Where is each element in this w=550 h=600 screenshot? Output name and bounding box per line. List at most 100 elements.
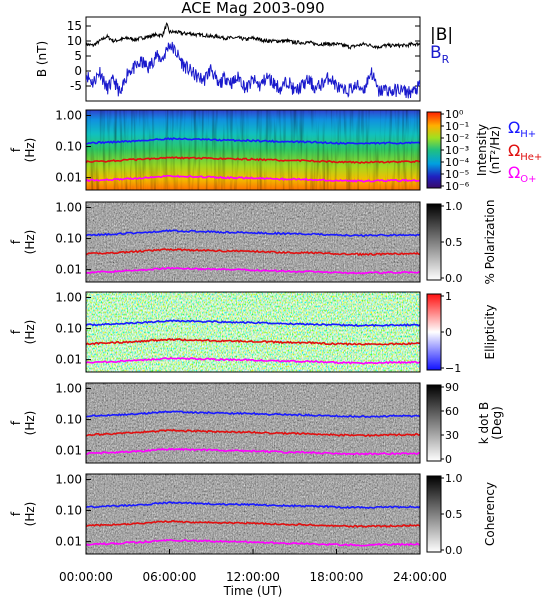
colorbar-coherency — [426, 475, 442, 553]
colorbar-kdotb — [426, 384, 442, 462]
legend-he-plus: ΩHe+ — [508, 141, 542, 163]
colorbar-title: Intensity(nT²/Hz) — [475, 124, 502, 176]
freq-tick-label: 0.01 — [55, 171, 82, 185]
freq-axis-label: f(Hz) — [9, 320, 37, 345]
panel-coherency: 1.00 0.10 0.01 f(Hz) 1.0 0.5 0.0 Coherency — [9, 472, 497, 557]
panel-frame — [85, 201, 421, 283]
legend-o-plus: ΩO+ — [508, 163, 536, 185]
time-axis: 00:00:00 06:00:00 12:00:00 18:00:00 24:00:00 — [59, 549, 447, 584]
colorbar-tick-label: 10⁻¹ — [445, 120, 469, 133]
colorbar-tick-label: 10⁻⁴ — [445, 156, 470, 169]
gyro-line-h-plus — [86, 501, 420, 510]
freq-tick-label: 0.01 — [55, 353, 82, 367]
freq-axis-label: f(Hz) — [9, 502, 37, 527]
freq-tick-label: 0.10 — [55, 140, 82, 154]
colorbar-tick-label: 0.5 — [445, 508, 463, 521]
freq-tick-label: 0.01 — [55, 444, 82, 458]
time-tick-label: 06:00:00 — [143, 570, 197, 584]
colorbar-tick-label: 0 — [445, 453, 452, 466]
colorbar-title: k dot B(Deg) — [477, 402, 504, 444]
freq-axis-label: f(Hz) — [9, 138, 37, 163]
gyro-line-o-plus — [86, 447, 420, 456]
colorbar-tick-label: −1 — [445, 362, 461, 375]
freq-tick-label: 1.00 — [55, 108, 82, 122]
panel-ellipticity: 1.00 0.10 0.01 f(Hz) 1 0 −1 Ellipticity — [9, 290, 497, 375]
field-tick-label: -5 — [70, 79, 82, 93]
colorbar-intensity — [426, 111, 442, 189]
colorbar-tick-label: 10⁰ — [445, 108, 464, 121]
legend-total-field: |B| — [430, 25, 453, 45]
time-tick-label: 00:00:00 — [59, 570, 113, 584]
time-axis-label: Time (UT) — [223, 584, 283, 598]
colorbar-tick-label: 90 — [445, 381, 459, 394]
panel-polarization: 1.00 0.10 0.01 f(Hz) 1.0 0.5 0.0 % Polarization — [9, 200, 497, 285]
colorbar-tick-label: 10⁻⁶ — [445, 180, 470, 193]
field-axis-label: B (nT) — [35, 41, 49, 77]
gyro-line-he-plus — [86, 519, 420, 528]
freq-tick-label: 0.10 — [55, 322, 82, 336]
field-tick-label: 15 — [67, 19, 82, 33]
colorbar-tick-label: 60 — [445, 405, 459, 418]
freq-tick-label: 0.01 — [55, 535, 82, 549]
gyro-line-o-plus — [86, 266, 420, 275]
panel-frame — [85, 382, 421, 464]
colorbar-tick-label: 0.0 — [445, 272, 463, 285]
gyro-line-h-plus — [86, 137, 420, 145]
colorbar-title: Ellipticity — [483, 305, 497, 360]
gyro-line-he-plus — [86, 337, 420, 347]
time-tick-label: 18:00:00 — [310, 570, 364, 584]
legend-h-plus: ΩH+ — [508, 118, 536, 140]
panel-kdotb: 1.00 0.10 0.01 f(Hz) 90 60 30 0 k dot B(Deg) — [9, 381, 504, 466]
freq-tick-label: 1.00 — [55, 381, 82, 395]
panel-frame — [85, 291, 421, 373]
freq-tick-label: 1.00 — [55, 472, 82, 486]
colorbar-tick-label: 10⁻³ — [445, 144, 469, 157]
time-tick-label: 24:00:00 — [393, 570, 447, 584]
colorbar-title: % Polarization — [483, 200, 497, 285]
freq-tick-label: 0.10 — [55, 232, 82, 246]
colorbar-tick-label: 0.5 — [445, 236, 463, 249]
colorbar-tick-label: 0 — [445, 326, 452, 339]
freq-axis-label: f(Hz) — [9, 411, 37, 436]
gyrofrequency-legend: ΩH+ ΩHe+ ΩO+ — [508, 118, 542, 185]
gyro-line-o-plus — [86, 356, 420, 365]
colorbar-tick-label: 10⁻⁵ — [445, 168, 469, 181]
panel-intensity: 1.00 0.10 0.01 f(Hz) 10⁰10⁻¹10⁻²10⁻³10⁻⁴10⁻⁵… — [9, 108, 502, 193]
field-tick-label: 5 — [74, 49, 82, 63]
spectrogram-polarization — [86, 202, 420, 282]
colorbar-tick-label: 0.0 — [445, 544, 463, 557]
panel-frame — [85, 109, 421, 191]
gyro-line-h-plus — [86, 410, 420, 419]
gyro-line-he-plus — [86, 248, 420, 257]
figure-title: ACE Mag 2003-090 — [181, 0, 324, 17]
gyro-line-o-plus — [86, 538, 420, 547]
radial-field-line — [86, 41, 420, 99]
spectrogram-coherency — [86, 474, 420, 554]
colorbar-ellipticity — [426, 293, 442, 371]
total-field-line — [86, 22, 420, 50]
gyro-line-h-plus — [86, 319, 420, 328]
colorbar-tick-label: 10⁻² — [445, 132, 469, 145]
time-tick-label: 12:00:00 — [226, 570, 280, 584]
colorbar-polarization — [426, 203, 442, 281]
freq-tick-label: 0.10 — [55, 413, 82, 427]
field-tick-label: 0 — [74, 64, 82, 78]
colorbar-tick-label: 30 — [445, 429, 459, 442]
freq-tick-label: 1.00 — [55, 200, 82, 214]
gyro-line-he-plus — [86, 156, 420, 164]
colorbar-tick-label: 1.0 — [445, 200, 463, 213]
spectrogram-ellipticity — [86, 292, 420, 372]
gyro-line-h-plus — [86, 229, 420, 238]
field-tick-label: 10 — [67, 34, 82, 48]
gyro-line-o-plus — [86, 174, 420, 183]
freq-tick-label: 0.01 — [55, 263, 82, 277]
freq-tick-label: 0.10 — [55, 504, 82, 518]
colorbar-tick-label: 1.0 — [445, 472, 463, 485]
legend-radial-field: BR — [430, 43, 450, 66]
spectrogram-kdotb — [86, 383, 420, 463]
colorbar-tick-label: 1 — [445, 290, 452, 303]
spectrogram-intensity — [86, 110, 420, 190]
